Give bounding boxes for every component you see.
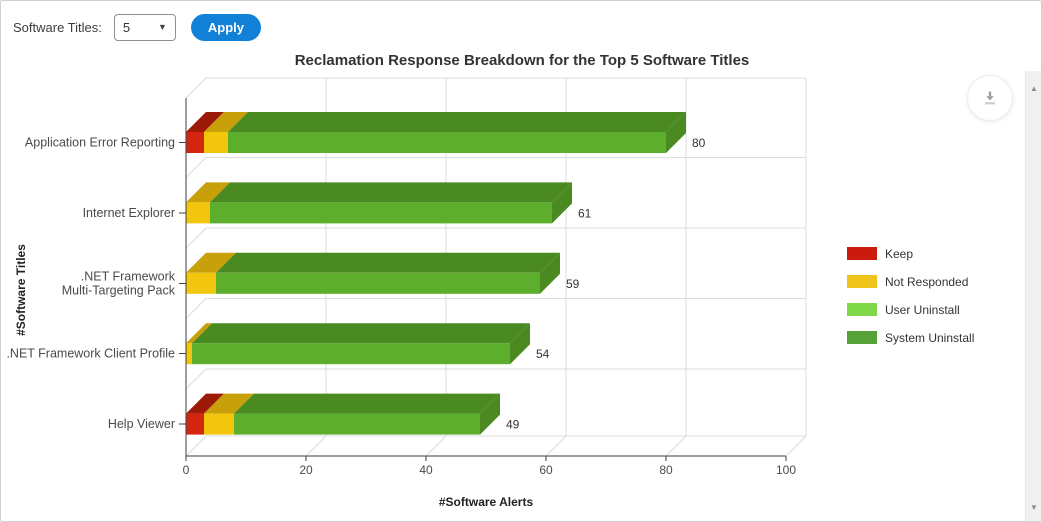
bar-segment-top-face[interactable] [204,112,248,132]
bar-value-label: 49 [506,418,520,432]
bar-segment[interactable] [186,272,216,294]
bar-segment-top-face[interactable] [210,182,572,203]
bar-value-label: 54 [536,347,550,361]
bar-segment-top-face[interactable] [186,393,224,414]
download-button[interactable] [967,75,1013,121]
bar-segment-top-face[interactable] [234,393,500,414]
x-gridline-depth [305,435,327,457]
x-axis-title: #Software Alerts [438,495,534,509]
download-icon [985,91,995,105]
category-label: Internet Explorer [83,206,175,220]
apply-button[interactable]: Apply [190,14,261,41]
bar-value-label: 80 [692,136,706,150]
bar-end-face[interactable] [552,182,572,224]
category-label: .NET Framework [81,269,176,283]
scroll-down-icon[interactable]: ▼ [1030,503,1038,512]
bar-segment[interactable] [228,132,666,153]
vertical-scrollbar[interactable]: ▲ ▼ [1025,71,1041,521]
chart-title: Reclamation Response Breakdown for the T… [294,52,750,69]
category-label: Application Error Reporting [25,136,175,150]
legend-swatch [847,247,877,260]
legend-item[interactable]: Not Responded [847,274,974,289]
category-label: .NET Framework Client Profile [6,347,175,361]
legend-item[interactable]: User Uninstall [847,302,974,317]
bar-segment-top-face[interactable] [186,323,212,344]
bar-segment[interactable] [186,343,192,365]
bar-end-face[interactable] [666,112,686,153]
legend-item[interactable]: Keep [847,246,974,261]
legend-label: System Uninstall [885,330,975,345]
chart-legend: Keep Not Responded User Uninstall System Un… [847,247,974,359]
y-gridline-depth [185,157,207,179]
x-gridline-depth [545,435,567,457]
software-titles-label: Software Titles: [13,20,102,35]
bar-segment[interactable] [204,413,234,435]
bar-segment[interactable] [210,202,552,224]
legend-swatch [847,331,877,344]
chart-controls: Software Titles: 5 ▼ Apply [13,14,261,41]
y-gridline-depth [185,227,207,249]
bar-segment[interactable] [186,202,210,224]
legend-label: User Uninstall [885,302,960,317]
legend-item[interactable]: System Uninstall [847,330,975,345]
bar-value-label: 59 [566,277,580,291]
bar-segment-top-face[interactable] [192,323,530,344]
x-gridline-depth [425,435,447,457]
titles-count-value: 5 [122,20,131,35]
plot-origin-depth-edge [185,435,207,457]
titles-count-select[interactable]: 5 ▼ [113,14,176,41]
chevron-down-icon: ▼ [157,22,167,32]
x-gridline-depth [665,435,687,457]
x-tick-label: 60 [539,463,553,477]
bar-segment-top-face[interactable] [204,393,254,414]
bar-end-face[interactable] [510,323,530,365]
bar-segment-top-face[interactable] [186,112,224,132]
x-tick-label: 100 [776,463,796,477]
bar-segment-top-face[interactable] [186,182,230,203]
plot-topleft-depth-edge [185,77,207,99]
bar-segment[interactable] [186,132,204,153]
bar-segment[interactable] [234,413,480,435]
legend-swatch [847,275,877,288]
bar-segment[interactable] [192,343,510,365]
y-gridline-depth [185,298,207,319]
bar-segment-top-face[interactable] [186,252,236,273]
bar-segment[interactable] [216,272,540,294]
category-label: Multi-Targeting Pack [62,283,176,297]
bar-segment[interactable] [186,413,204,435]
category-label: Help Viewer [108,417,175,431]
x-tick-label: 20 [299,463,313,477]
x-tick-label: 40 [419,463,433,477]
legend-label: Keep [885,246,914,261]
legend-label: Not Responded [885,274,969,289]
bar-end-face[interactable] [540,252,560,294]
y-gridline-depth [185,368,207,390]
x-tick-label: 0 [183,463,190,477]
legend-swatch [847,303,877,316]
x-gridline-depth [785,435,807,457]
bar-segment-top-face[interactable] [228,112,686,132]
bar-segment-top-face[interactable] [216,252,560,273]
scroll-up-icon[interactable]: ▲ [1030,84,1038,93]
bar-end-face[interactable] [480,393,500,435]
bar-segment[interactable] [204,132,228,153]
x-tick-label: 80 [659,463,673,477]
bar-value-label: 61 [578,206,592,220]
